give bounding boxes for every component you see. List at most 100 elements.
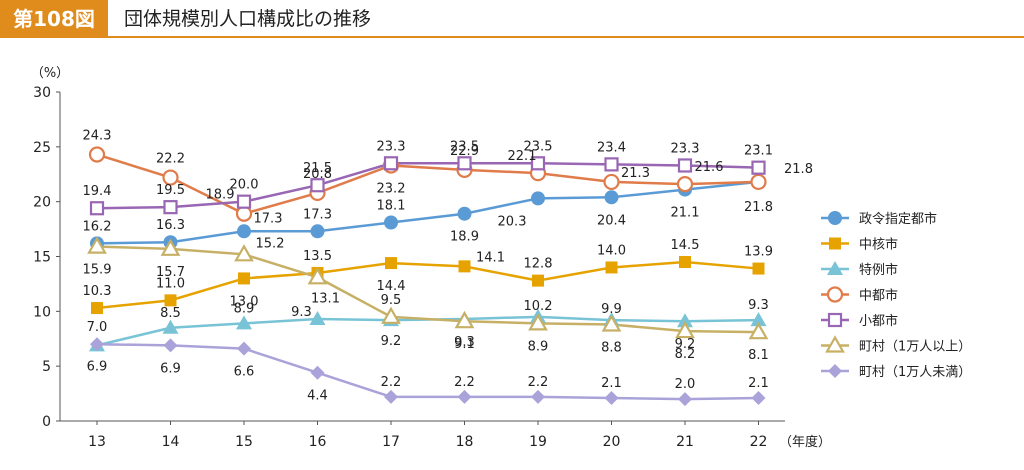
data-label: 21.8	[784, 162, 813, 177]
data-label: 8.8	[601, 340, 622, 355]
series-line-4	[96, 162, 759, 210]
data-label: 22.1	[508, 149, 537, 164]
y-tick-label: 10	[33, 304, 51, 320]
data-point-s6	[90, 337, 104, 352]
x-tick-label: 20	[603, 434, 621, 450]
data-point-s4	[604, 157, 619, 172]
data-label: 20.4	[597, 213, 626, 228]
x-tick-label: 16	[309, 434, 327, 450]
data-point-s2	[750, 312, 767, 327]
x-tick-label: 13	[88, 434, 106, 450]
data-label: 7.0	[87, 320, 108, 335]
data-label: 13.0	[230, 294, 259, 309]
data-label: 14.1	[476, 250, 505, 265]
x-tick-label: 21	[676, 434, 694, 450]
data-label: 19.5	[156, 183, 185, 198]
data-point-s6	[457, 389, 472, 404]
legend-label: 中都市	[859, 288, 898, 304]
data-point-s3	[750, 173, 767, 191]
data-label: 12.8	[524, 257, 553, 272]
legend-label: 小都市	[859, 313, 898, 329]
data-label: 4.4	[307, 389, 328, 404]
data-point-s6	[751, 390, 766, 405]
data-label: 14.0	[597, 243, 626, 258]
header-rule	[108, 36, 1024, 38]
data-point-s4	[236, 194, 252, 209]
y-tick-label: 25	[33, 140, 51, 156]
data-label: 15.2	[256, 236, 285, 251]
data-label: 24.3	[83, 129, 112, 144]
data-label: 23.5	[450, 139, 479, 154]
data-point-s2	[162, 319, 179, 334]
legend-marker	[827, 312, 843, 328]
data-label: 18.1	[377, 199, 406, 214]
data-point-s0	[604, 190, 619, 205]
legend-marker	[825, 335, 845, 353]
data-point-s1	[458, 260, 471, 273]
data-label: 21.1	[671, 206, 700, 221]
data-label: 18.9	[450, 230, 479, 245]
data-label: 2.2	[454, 375, 475, 390]
legend-marker	[828, 211, 842, 225]
legend-marker	[828, 364, 842, 378]
legend-label: 町村（1万人未満）	[859, 365, 971, 380]
data-label: 9.3	[454, 335, 475, 350]
line-chart: 0 5 10 15 20 25 30 13 14 15 16 17 18 19 20 21 22 （%） （年度） 1…	[31, 66, 971, 450]
data-label: 10.3	[83, 284, 112, 299]
data-point-s4	[457, 156, 472, 171]
data-label: 14.4	[377, 279, 406, 294]
data-label: 8.9	[528, 339, 549, 354]
data-point-s0	[457, 206, 472, 221]
data-point-s3	[88, 146, 106, 163]
data-label: 20.8	[303, 167, 332, 182]
y-tick-label: 15	[33, 250, 51, 266]
data-label: 21.6	[695, 160, 724, 175]
data-point-s1	[238, 272, 250, 285]
data-label: 9.3	[748, 298, 769, 313]
data-label: 21.8	[744, 200, 773, 215]
data-label: 23.4	[597, 140, 626, 155]
data-label: 21.5	[303, 161, 332, 176]
data-label: 23.2	[377, 181, 406, 196]
y-tick-label: 0	[42, 414, 51, 430]
data-label: 9.2	[381, 334, 402, 349]
data-label: 23.1	[744, 144, 773, 159]
data-label: 9.1	[454, 337, 475, 352]
data-label: 9.3	[291, 305, 312, 320]
data-label: 9.9	[601, 302, 622, 317]
figure-number-badge: 第108図	[0, 0, 108, 38]
data-point-s1	[385, 257, 397, 270]
data-label: 19.4	[83, 184, 112, 199]
data-point-s5	[675, 320, 695, 339]
data-point-s3	[162, 169, 179, 186]
data-point-s0	[310, 224, 325, 239]
data-point-s0	[531, 191, 545, 206]
data-point-s4	[310, 178, 325, 193]
data-label: 10.2	[524, 299, 553, 314]
data-label: 2.1	[748, 376, 769, 391]
x-tick-label: 19	[529, 434, 547, 450]
chart-title: 団体規模別人口構成比の推移	[124, 8, 372, 30]
data-point-s3	[235, 205, 253, 222]
data-label: 8.2	[675, 347, 696, 362]
data-point-s6	[237, 341, 251, 356]
legend-label: 政令指定都市	[859, 211, 937, 227]
data-label: 14.5	[671, 238, 700, 253]
data-label: 17.3	[303, 207, 332, 222]
data-point-s1	[164, 294, 177, 307]
data-label: 6.9	[87, 359, 108, 374]
x-unit-label: （年度）	[779, 434, 831, 450]
x-tick-label: 18	[456, 434, 474, 450]
data-label: 6.9	[160, 361, 181, 376]
data-point-s5	[748, 321, 769, 340]
data-point-s6	[310, 365, 325, 380]
data-label: 20.3	[498, 214, 527, 229]
legend-label: 特例市	[859, 262, 898, 278]
data-point-s0	[384, 215, 398, 230]
series-line-0	[96, 180, 759, 245]
data-label: 13.5	[303, 249, 332, 264]
data-label: 13.1	[311, 291, 340, 306]
data-point-s4	[163, 200, 178, 215]
legend-marker	[829, 237, 841, 250]
data-label: 18.9	[206, 188, 235, 203]
